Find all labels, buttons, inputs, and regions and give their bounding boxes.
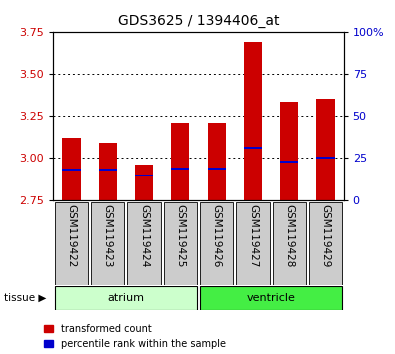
- Title: GDS3625 / 1394406_at: GDS3625 / 1394406_at: [118, 14, 279, 28]
- Text: GSM119425: GSM119425: [175, 204, 185, 268]
- Bar: [99, 169, 117, 171]
- Bar: [135, 165, 153, 200]
- Bar: [200, 286, 342, 310]
- Text: GSM119427: GSM119427: [248, 204, 258, 268]
- Text: GSM119428: GSM119428: [284, 204, 294, 268]
- Bar: [236, 202, 270, 285]
- Bar: [200, 202, 233, 285]
- Text: GSM119423: GSM119423: [103, 204, 113, 268]
- Bar: [55, 286, 197, 310]
- Bar: [171, 168, 190, 170]
- Bar: [99, 143, 117, 200]
- Bar: [280, 103, 298, 200]
- Bar: [244, 147, 262, 149]
- Bar: [273, 202, 306, 285]
- Bar: [207, 123, 226, 200]
- Text: ventricle: ventricle: [246, 293, 295, 303]
- Text: tissue ▶: tissue ▶: [4, 293, 46, 303]
- Text: GSM119429: GSM119429: [320, 204, 331, 268]
- Text: atrium: atrium: [107, 293, 145, 303]
- Bar: [316, 157, 335, 159]
- Bar: [127, 202, 161, 285]
- Bar: [135, 175, 153, 176]
- Bar: [309, 202, 342, 285]
- Bar: [316, 99, 335, 200]
- Text: GSM119424: GSM119424: [139, 204, 149, 268]
- Bar: [244, 42, 262, 200]
- Bar: [280, 161, 298, 163]
- Bar: [207, 168, 226, 170]
- Bar: [91, 202, 124, 285]
- Bar: [62, 169, 81, 171]
- Legend: transformed count, percentile rank within the sample: transformed count, percentile rank withi…: [44, 324, 226, 349]
- Bar: [62, 138, 81, 200]
- Text: GSM119426: GSM119426: [212, 204, 222, 268]
- Bar: [164, 202, 197, 285]
- Text: GSM119422: GSM119422: [66, 204, 77, 268]
- Bar: [171, 123, 190, 200]
- Bar: [55, 202, 88, 285]
